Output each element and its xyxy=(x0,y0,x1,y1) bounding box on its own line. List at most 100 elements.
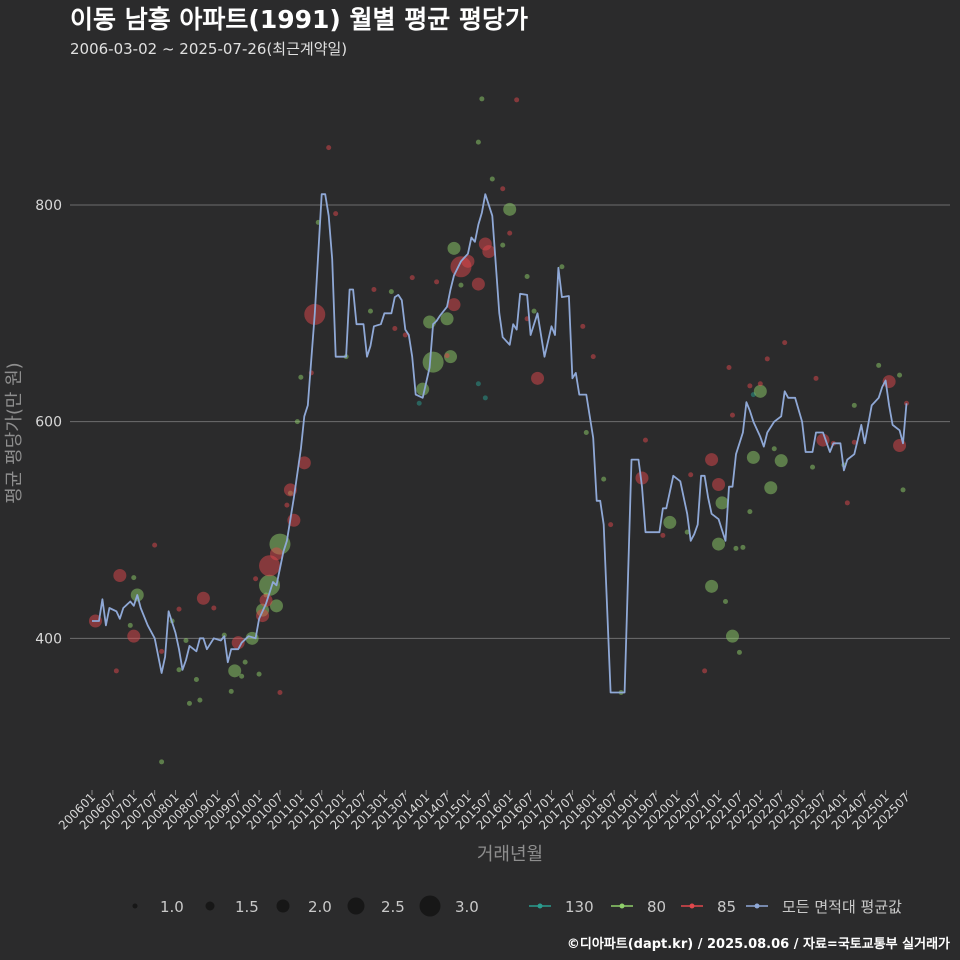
data-point-85 xyxy=(371,287,377,292)
data-point-80 xyxy=(740,544,746,550)
data-point-80 xyxy=(601,476,607,482)
data-point-80 xyxy=(239,673,245,679)
data-point-80 xyxy=(256,671,262,677)
data-point-80 xyxy=(746,450,760,464)
data-point-80 xyxy=(294,419,300,425)
data-point-80 xyxy=(712,537,726,551)
legend-size-label: 3.0 xyxy=(455,898,479,916)
legend-size-marker xyxy=(419,895,441,917)
data-point-85 xyxy=(500,186,506,192)
data-point-80 xyxy=(298,374,304,380)
data-point-80 xyxy=(388,289,394,295)
data-point-80 xyxy=(733,545,739,551)
data-point-80 xyxy=(416,382,430,396)
legend-series-label: 80 xyxy=(647,898,666,916)
data-point-85 xyxy=(461,254,475,268)
data-point-80 xyxy=(440,312,454,326)
data-point-80 xyxy=(771,446,777,452)
data-point-80 xyxy=(559,264,565,270)
data-point-85 xyxy=(642,437,648,443)
legend-key-dot xyxy=(537,903,543,909)
data-point-80 xyxy=(500,242,506,248)
y-axis-title: 평균 평당가(만 원) xyxy=(4,362,25,503)
data-point-80 xyxy=(503,202,517,216)
data-point-85 xyxy=(434,279,440,285)
scatter-points xyxy=(88,96,910,765)
data-point-85 xyxy=(297,456,311,470)
data-point-80 xyxy=(489,176,495,182)
data-point-85 xyxy=(813,375,819,381)
y-tick-label: 400 xyxy=(35,631,62,647)
data-point-85 xyxy=(127,629,141,643)
data-point-85 xyxy=(211,605,217,611)
data-point-85 xyxy=(635,471,649,485)
data-point-80 xyxy=(705,579,719,593)
data-point-80 xyxy=(774,454,788,468)
data-point-85 xyxy=(113,668,119,674)
data-point-85 xyxy=(660,532,666,538)
legend: 1.0 1.5 2.0 2.5 3.0 130 80 85 모든 면적대 평균값 xyxy=(132,895,902,917)
data-point-80 xyxy=(228,688,234,694)
chart-subtitle: 2006-03-02 ~ 2025-07-26(최근계약일) xyxy=(70,40,347,58)
data-point-130 xyxy=(482,395,488,401)
data-point-80 xyxy=(531,308,537,314)
data-point-80 xyxy=(221,632,227,638)
data-point-80 xyxy=(715,496,729,510)
data-point-85 xyxy=(392,326,398,331)
legend-series-label: 모든 면적대 평균값 xyxy=(782,898,902,916)
data-point-85 xyxy=(231,636,245,650)
data-point-85 xyxy=(729,412,735,418)
average-line xyxy=(92,193,908,694)
y-axis-ticks: 400 600 800 xyxy=(35,198,62,647)
data-point-80 xyxy=(259,574,281,596)
data-point-85 xyxy=(851,439,857,445)
data-point-85 xyxy=(196,591,210,605)
data-point-80 xyxy=(810,464,816,470)
data-point-85 xyxy=(277,690,283,695)
data-point-80 xyxy=(900,487,906,493)
data-point-85 xyxy=(782,340,788,346)
data-point-85 xyxy=(471,277,485,291)
data-point-80 xyxy=(753,384,767,398)
data-point-85 xyxy=(253,576,259,582)
data-point-85 xyxy=(726,365,732,370)
data-point-80 xyxy=(764,481,778,495)
data-point-85 xyxy=(409,275,415,281)
data-point-80 xyxy=(475,139,481,145)
data-point-85 xyxy=(514,97,520,103)
data-point-80 xyxy=(723,599,729,604)
data-point-130 xyxy=(416,400,422,406)
legend-size-label: 1.5 xyxy=(235,898,259,916)
data-point-85 xyxy=(113,569,127,582)
data-point-85 xyxy=(259,593,273,607)
legend-size-label: 2.5 xyxy=(381,898,405,916)
data-point-130 xyxy=(475,381,481,387)
data-point-80 xyxy=(176,667,182,673)
data-point-80 xyxy=(876,362,882,368)
data-point-80 xyxy=(269,599,283,613)
data-point-85 xyxy=(444,353,450,359)
average-line-group xyxy=(92,193,908,694)
legend-key-dot xyxy=(619,903,625,909)
data-point-85 xyxy=(326,145,332,151)
legend-series-label: 130 xyxy=(565,898,594,916)
legend-size-marker xyxy=(132,903,138,909)
legend-key-dot xyxy=(689,903,695,909)
data-point-85 xyxy=(580,323,586,329)
y-tick-label: 800 xyxy=(35,198,62,214)
legend-size-marker xyxy=(276,899,290,913)
data-point-85 xyxy=(176,606,182,612)
data-point-85 xyxy=(531,371,545,385)
data-point-80 xyxy=(663,515,677,529)
data-point-85 xyxy=(269,547,283,561)
y-tick-label: 600 xyxy=(35,415,62,431)
data-point-85 xyxy=(259,555,281,577)
data-point-85 xyxy=(159,648,165,654)
data-point-85 xyxy=(447,298,461,312)
data-point-80 xyxy=(736,649,742,655)
data-point-80 xyxy=(479,96,485,102)
data-point-80 xyxy=(725,629,739,643)
grid-lines xyxy=(70,204,950,639)
legend-size-marker xyxy=(347,897,365,915)
